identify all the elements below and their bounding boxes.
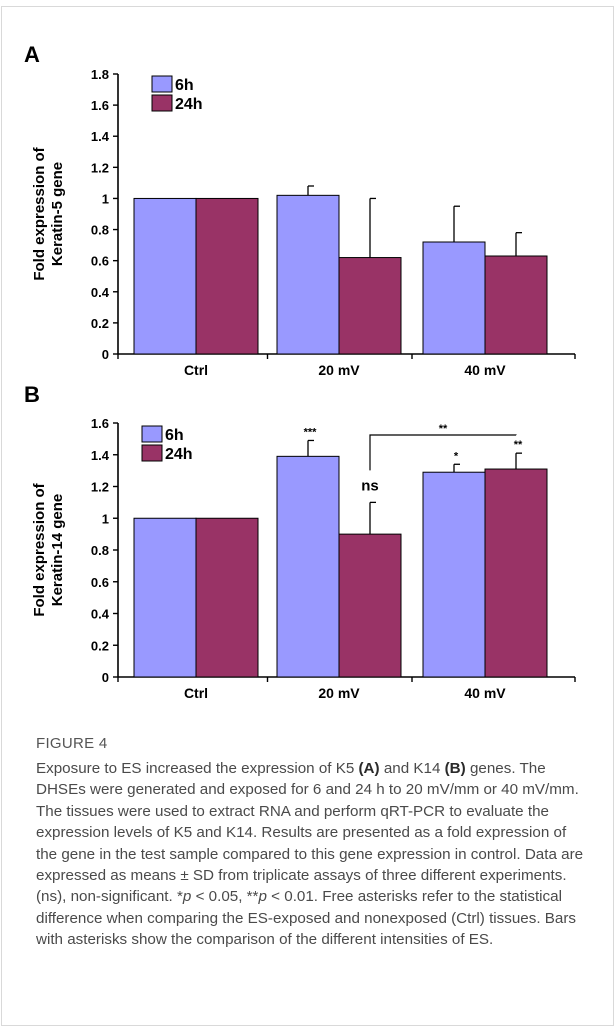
panel-b-label: B	[24, 382, 40, 407]
panel-a-y-tick-label: 0	[102, 347, 109, 362]
panel-a-y-tick-label: 1.6	[91, 98, 109, 113]
figure-label: FIGURE 4	[36, 735, 108, 752]
panel-b-y-title-line-1: Fold expression of	[31, 482, 48, 616]
panel-b-y-title-line-2: Keratin-14 gene	[49, 494, 66, 607]
panel-a-y-tick-label: 0.2	[91, 316, 109, 331]
panel-a-label: A	[24, 42, 40, 67]
panel-b-bar	[195, 517, 259, 678]
panel-b-y-tick-label: 0.2	[91, 638, 109, 653]
panel-a-bar	[276, 194, 340, 355]
panel-b-legend-label: 6h	[165, 427, 184, 444]
panel-b-y-tick-label: 1.2	[91, 480, 109, 495]
figure-charts: A 0 0.2 0.4 0.6 0.8 1 1.2 1.4 1.6 1.8 Fold expressi…	[24, 42, 576, 701]
caption-run: < 0.01. Free asterisks refer to the stat…	[36, 888, 577, 949]
panel-b-bar	[422, 471, 486, 678]
caption-run: p	[182, 888, 192, 906]
panel-a-legend-label: 24h	[175, 96, 203, 113]
panel-a-y-tick-label: 1.8	[91, 67, 109, 82]
panel-b-category-label: 40 mV	[464, 685, 506, 701]
panel-a-y-tick-label: 1.2	[91, 160, 109, 175]
panel-a-y-tick-label: 1	[102, 191, 109, 206]
panel-b-bracket-label: **	[439, 423, 448, 435]
panel-a-y-tick-label: 1.4	[91, 129, 110, 144]
caption-run: p	[258, 888, 267, 906]
panel-a-y-title-line-2: Keratin-5 gene	[49, 162, 66, 266]
figure-caption-text: Exposure to ES increased the expression …	[36, 758, 588, 951]
panel-a-category-label: 40 mV	[464, 362, 506, 378]
caption-run: < 0.05, **	[191, 888, 259, 906]
panel-b-legend-swatch	[141, 444, 163, 462]
panel-a-bar	[484, 255, 548, 355]
panel-b-legend-label: 24h	[165, 446, 193, 463]
panel-b-y-tick-label: 1	[102, 511, 109, 526]
panel-b-y-tick-label: 0	[102, 670, 109, 685]
panel-b-significance-label: ns	[361, 477, 379, 494]
panel-a-bar	[195, 197, 259, 355]
panel-b-significance-label: ***	[304, 426, 318, 438]
panel-a-bar	[133, 197, 197, 355]
panel-a-y-tick-label: 0.6	[91, 254, 109, 269]
panel-a-category-label: Ctrl	[184, 362, 208, 378]
panel-a-bar	[422, 241, 486, 355]
panel-b-y-tick-label: 1.6	[91, 416, 109, 431]
panel-a-legend-label: 6h	[175, 77, 194, 94]
panel-a-y-tick-label: 0.4	[91, 285, 110, 300]
caption-run: Exposure to ES increased the expression …	[36, 760, 359, 777]
panel-a-legend-swatch	[151, 94, 173, 112]
panel-b-y-tick-label: 0.8	[91, 543, 109, 558]
panel-a-bar	[338, 257, 402, 355]
panel-a-y-tick-label: 0.8	[91, 223, 109, 238]
panel-b-category-label: 20 mV	[318, 685, 360, 701]
panel-b-y-tick-label: 1.4	[91, 448, 110, 463]
panel-b-comparison-bracket	[369, 434, 517, 471]
panel-b-bar	[484, 468, 548, 678]
caption-run: (B)	[444, 760, 466, 777]
panel-b-y-tick-label: 0.6	[91, 575, 109, 590]
panel-b-legend-swatch	[141, 425, 163, 443]
panel-b-significance-label: *	[454, 450, 459, 462]
figure-caption: FIGURE 4 Exposure to ES increased the ex…	[36, 735, 588, 951]
caption-run: (A)	[358, 760, 380, 777]
panel-a-category-label: 20 mV	[318, 362, 360, 378]
panel-b-category-label: Ctrl	[184, 685, 208, 701]
panel-b-significance-label: **	[514, 439, 523, 451]
panel-b-y-tick-label: 0.4	[91, 607, 110, 622]
caption-run: genes. The DHSEs were generated and expo…	[36, 760, 584, 906]
panel-b-bar	[276, 455, 340, 678]
panel-a-legend-swatch	[151, 75, 173, 93]
caption-run: and K14	[379, 760, 445, 777]
panel-a-y-title-line-1: Fold expression of	[31, 146, 48, 280]
panel-b-bar	[133, 517, 197, 678]
panel-b-bar	[338, 533, 402, 678]
